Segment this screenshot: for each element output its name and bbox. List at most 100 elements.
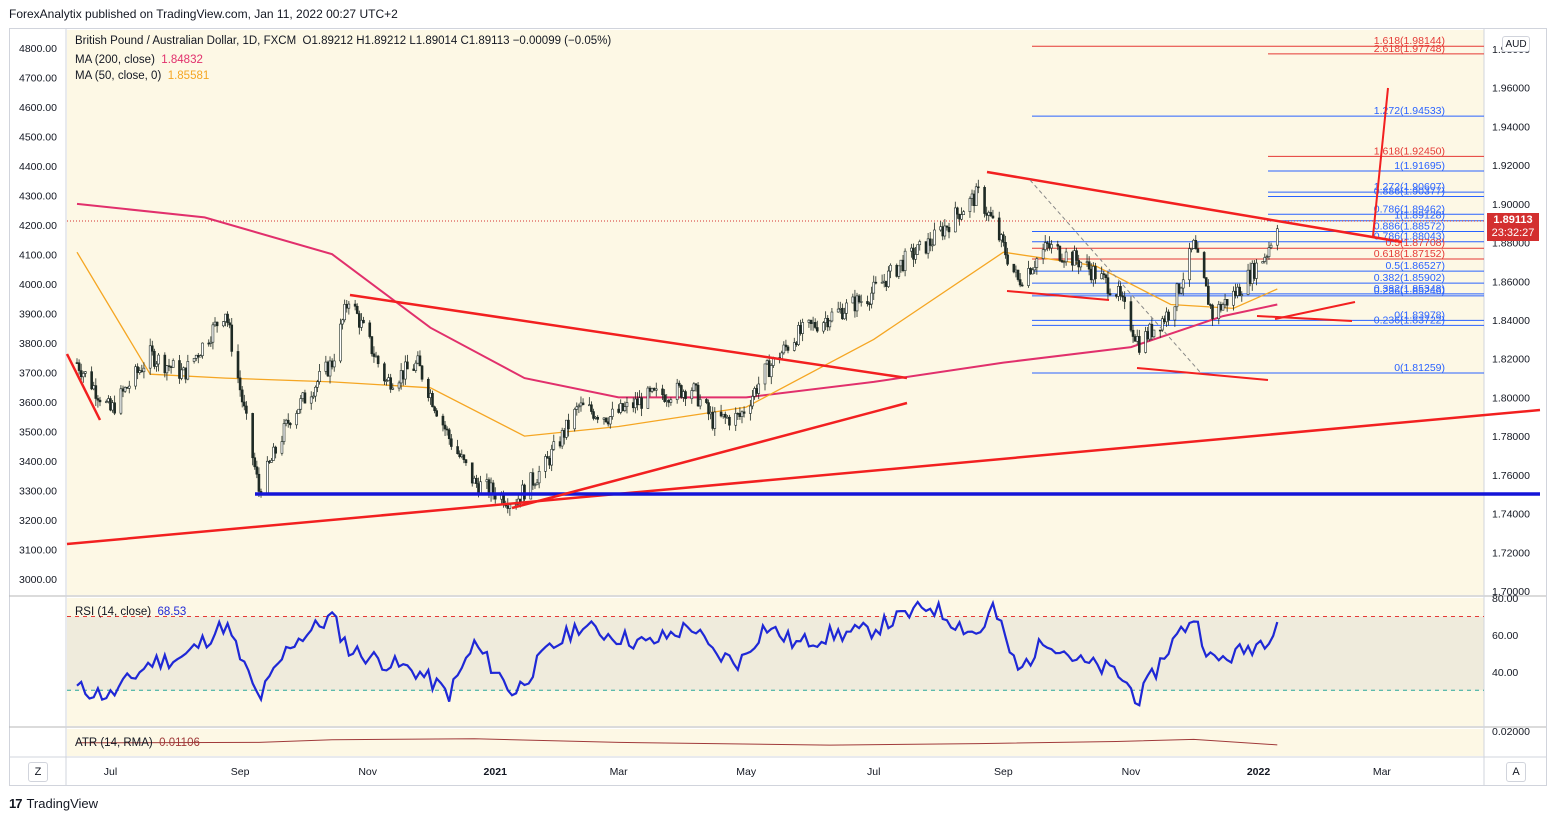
candle-body [1225, 299, 1229, 306]
candle-body [997, 217, 1001, 241]
tradingview-branding[interactable]: 17 TradingView [9, 796, 98, 811]
candle-body [163, 354, 167, 374]
candle-body [309, 396, 313, 404]
candle-body [1033, 267, 1037, 271]
candle-body [799, 325, 802, 334]
candle-body [1106, 277, 1110, 294]
candle-body [884, 280, 888, 287]
legend-ma50[interactable]: MA (50, close, 0) 1.85581 [75, 70, 209, 82]
candle-body [1236, 286, 1239, 296]
candle-body [769, 365, 773, 378]
fib-level-label: 1.618(1.92450) [1374, 145, 1445, 157]
candle-body [1161, 318, 1164, 331]
candle-body [1079, 261, 1083, 268]
legend-symbol: British Pound / Australian Dollar, 1D, F… [75, 35, 611, 47]
legend-ma200[interactable]: MA (200, close) 1.84832 [75, 54, 203, 66]
candle-body [370, 336, 374, 355]
legend-atr[interactable]: ATR (14, RMA) 0.01106 [75, 737, 200, 749]
candle-body [939, 226, 942, 231]
candle-body [314, 386, 317, 397]
candle-body [634, 398, 637, 409]
auto-zoom-button[interactable]: Z [28, 762, 48, 782]
candle-body [1211, 304, 1214, 319]
candle-body [874, 281, 878, 284]
candle-body [178, 360, 181, 379]
rsi-axis-tick: 80.00 [1492, 593, 1518, 605]
candle-body [182, 367, 185, 371]
candle-body [297, 408, 300, 414]
candle-body [1209, 304, 1212, 306]
candle-body [464, 459, 468, 464]
candle-body [815, 327, 819, 332]
candle-body [211, 324, 215, 343]
candle-body [579, 402, 583, 407]
upper-wedge-trendline [986, 170, 1403, 244]
candle-body [933, 229, 936, 246]
candle-body [711, 411, 715, 429]
candle-body [140, 370, 144, 373]
x-axis-tick: 2021 [484, 766, 508, 778]
atr-pane-background [67, 729, 1484, 756]
x-axis-tick: 2022 [1247, 766, 1271, 778]
right-axis-tick: 1.84000 [1492, 315, 1530, 327]
candle-body [343, 303, 346, 321]
candle-body [1148, 323, 1152, 340]
candle-body [606, 421, 610, 425]
candle-body [1043, 242, 1047, 250]
candle-body [1018, 279, 1022, 286]
candle-body [1035, 258, 1039, 268]
candle-body [1071, 251, 1074, 266]
candle-body [575, 406, 579, 410]
candle-body [529, 472, 533, 500]
candle-body [943, 225, 947, 237]
candle-body [215, 321, 219, 327]
right-axis-tick: 1.96000 [1492, 83, 1530, 95]
left-axis-tick: 4200.00 [19, 220, 57, 232]
fib-level-label: 2.618(1.97748) [1374, 43, 1445, 55]
right-axis-tick: 1.86000 [1492, 276, 1530, 288]
candle-body [240, 389, 244, 403]
candle-body [368, 322, 372, 337]
candle-body [1207, 285, 1210, 305]
legend-rsi[interactable]: RSI (14, close) 68.53 [75, 606, 186, 618]
candle-body [1238, 286, 1241, 296]
candle-body [389, 377, 392, 390]
rsi-axis-tick: 60.00 [1492, 630, 1518, 642]
left-axis-tick: 4400.00 [19, 161, 57, 173]
candle-body [757, 383, 761, 394]
left-axis-tick: 3200.00 [19, 515, 57, 527]
candle-body [157, 354, 160, 365]
candle-body [544, 456, 547, 472]
legend-ma200-value: 1.84832 [161, 54, 203, 66]
candle-body [1152, 329, 1156, 338]
x-axis-tick: Jul [867, 766, 880, 778]
candle-body [109, 398, 112, 411]
fib-level-label: 1(1.91695) [1394, 160, 1445, 172]
candle-body [811, 322, 815, 324]
candle-body [224, 313, 227, 322]
candle-body [1123, 296, 1126, 302]
auto-scale-button[interactable]: A [1506, 762, 1526, 782]
candle-body [897, 265, 901, 277]
candle-body [506, 505, 510, 509]
candle-body [638, 397, 641, 406]
candle-body [81, 373, 85, 378]
candle-body [1234, 290, 1237, 296]
candle-body [456, 446, 459, 454]
candle-body [813, 322, 817, 328]
candle-body [387, 377, 390, 381]
candle-body [822, 322, 825, 332]
candle-body [123, 387, 127, 392]
candle-body [138, 370, 142, 373]
currency-button[interactable]: AUD [1502, 36, 1530, 52]
candle-body [991, 215, 995, 219]
candle-body [391, 387, 395, 390]
candle-body [341, 319, 344, 325]
fib-level-label: 0.5(1.87708) [1385, 237, 1445, 249]
candle-body [445, 428, 449, 431]
candle-body [374, 355, 378, 358]
candle-body [272, 446, 275, 461]
x-axis-tick: Nov [358, 766, 377, 778]
candle-body [186, 361, 190, 380]
